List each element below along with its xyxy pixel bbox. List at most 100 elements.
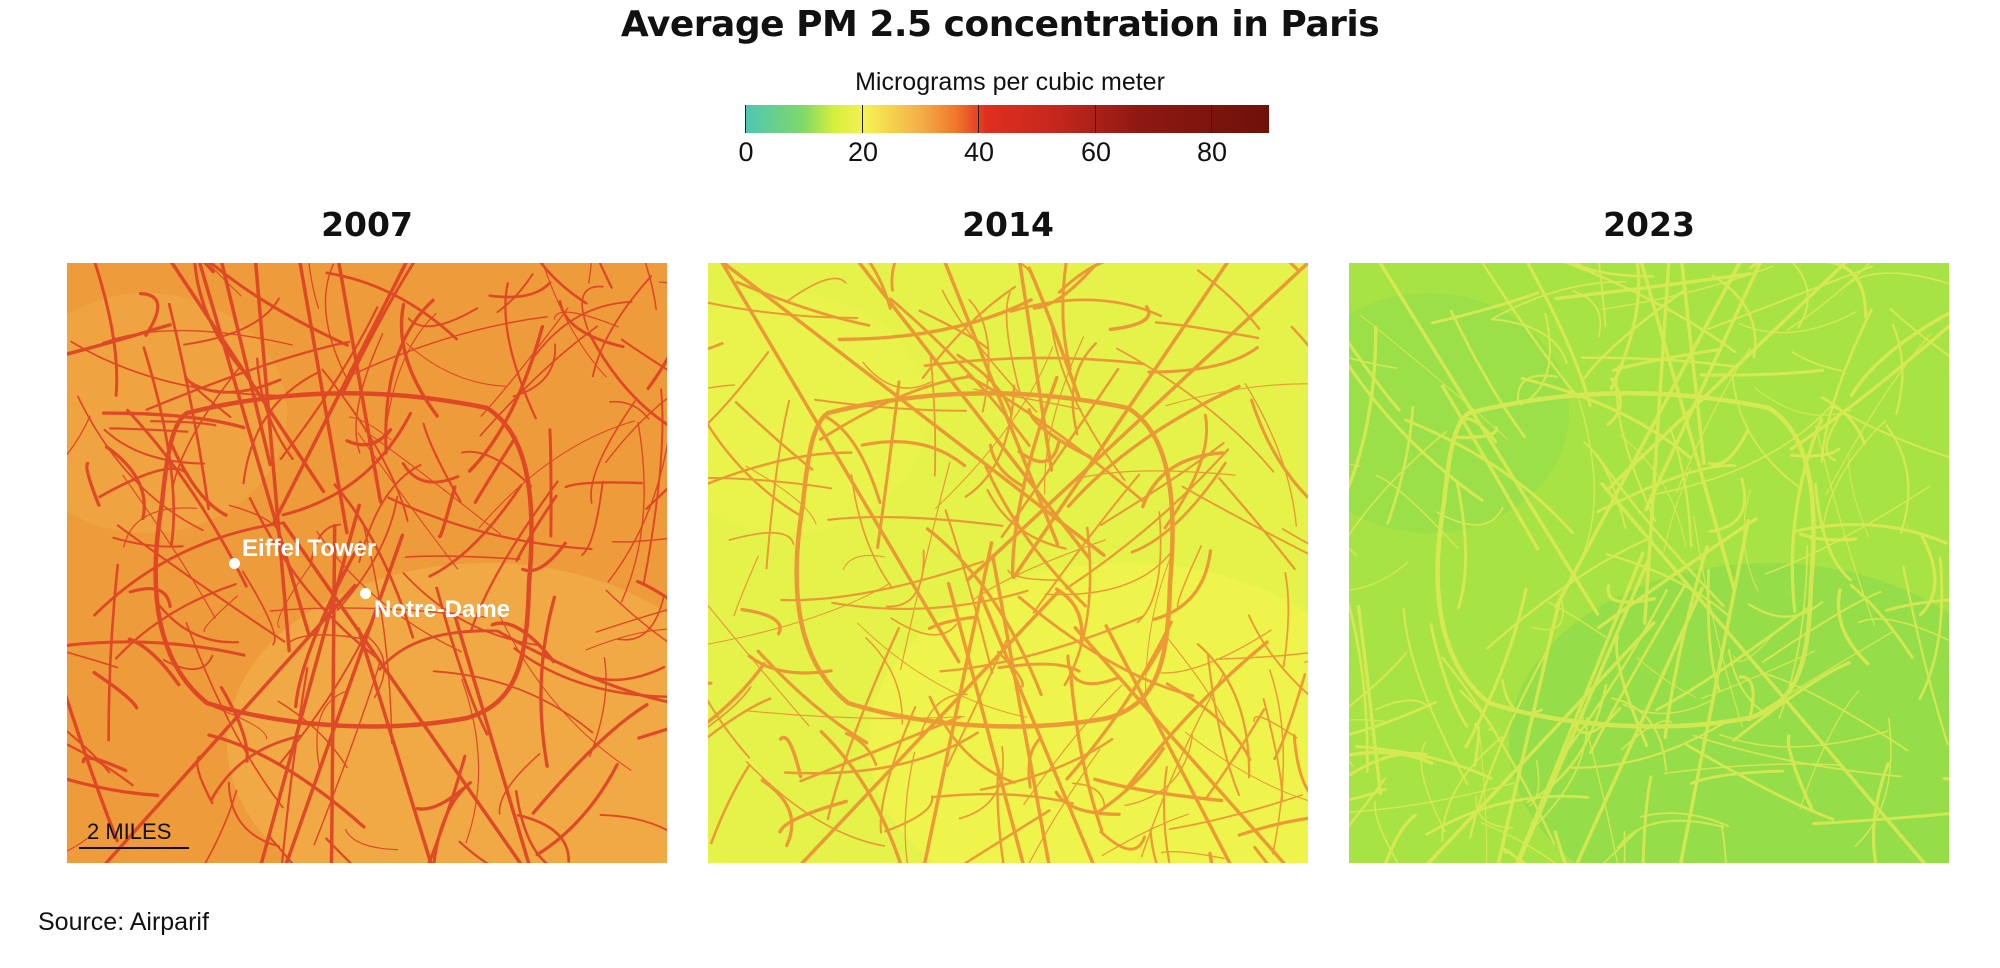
road <box>799 715 962 783</box>
road <box>167 302 210 511</box>
road <box>636 579 667 600</box>
road <box>598 263 613 289</box>
road <box>1720 824 1727 863</box>
legend-tick <box>1095 105 1096 133</box>
road <box>708 662 766 725</box>
road <box>734 401 814 471</box>
road <box>1154 321 1260 340</box>
road <box>362 524 393 745</box>
road <box>279 306 379 460</box>
road <box>1065 448 1230 590</box>
ring-road <box>794 390 1175 729</box>
major-road <box>298 263 349 535</box>
road <box>469 480 559 633</box>
road <box>85 461 101 507</box>
road <box>1205 708 1266 800</box>
road <box>344 828 399 851</box>
road <box>548 428 553 538</box>
road <box>740 607 782 636</box>
road <box>1168 794 1303 830</box>
major-road <box>1516 558 1651 863</box>
major-road <box>1515 551 1645 863</box>
road <box>862 361 932 389</box>
road <box>637 727 667 740</box>
road <box>294 540 362 709</box>
road <box>116 524 286 643</box>
road <box>102 329 293 346</box>
road <box>461 678 480 844</box>
road <box>1386 405 1415 525</box>
road <box>1184 731 1308 802</box>
road <box>620 338 667 371</box>
major-road <box>990 554 1051 863</box>
road <box>965 374 1145 503</box>
road <box>428 484 523 578</box>
road <box>745 465 817 525</box>
scale-bar-line <box>79 847 189 849</box>
road <box>169 441 228 517</box>
road <box>1196 269 1261 330</box>
road <box>1449 309 1527 439</box>
road <box>1149 828 1158 863</box>
road-network <box>67 263 667 863</box>
road <box>123 507 198 548</box>
road <box>1668 426 1693 548</box>
road <box>1857 618 1949 642</box>
road <box>1430 291 1540 325</box>
road <box>1095 746 1165 815</box>
road <box>591 275 653 378</box>
road <box>645 487 667 510</box>
road <box>890 263 897 292</box>
legend-title: Micrograms per cubic meter <box>855 68 1165 96</box>
road <box>996 650 1024 688</box>
road-network <box>1349 263 1949 863</box>
road <box>1636 657 1697 698</box>
road <box>1215 652 1308 661</box>
road <box>1027 266 1081 399</box>
road <box>814 398 967 412</box>
road <box>342 263 416 392</box>
road <box>988 443 1024 488</box>
road <box>1594 452 1725 608</box>
road <box>208 263 349 347</box>
road <box>1832 405 1949 459</box>
road <box>1429 623 1469 728</box>
road <box>996 768 1005 863</box>
road <box>185 622 284 809</box>
eiffel-tower-marker <box>229 558 240 569</box>
road <box>1826 263 1868 319</box>
road <box>407 307 479 328</box>
road <box>708 582 891 645</box>
road <box>607 442 667 583</box>
road <box>1165 383 1308 407</box>
major-road <box>1496 598 1562 863</box>
major-road <box>104 583 357 863</box>
road <box>1374 699 1430 711</box>
road <box>399 302 439 418</box>
road <box>1162 766 1171 863</box>
road <box>826 627 900 821</box>
road <box>765 399 791 570</box>
major-road <box>356 627 433 863</box>
road <box>780 560 984 602</box>
road <box>401 462 460 484</box>
notre-dame-label: Notre-Dame <box>374 596 511 623</box>
road <box>1596 464 1737 514</box>
road <box>219 685 249 763</box>
road <box>837 298 1033 342</box>
road <box>1564 263 1737 354</box>
road <box>1375 474 1459 549</box>
road <box>1602 831 1637 863</box>
road <box>479 325 599 437</box>
road <box>827 515 1004 527</box>
road <box>1253 716 1298 739</box>
road <box>1616 819 1725 849</box>
major-road <box>452 612 531 863</box>
road <box>1349 430 1447 537</box>
road <box>1237 816 1308 837</box>
major-road <box>923 541 994 863</box>
road <box>1719 730 1889 748</box>
road <box>1611 697 1667 771</box>
road <box>646 356 667 391</box>
road <box>1918 556 1944 700</box>
